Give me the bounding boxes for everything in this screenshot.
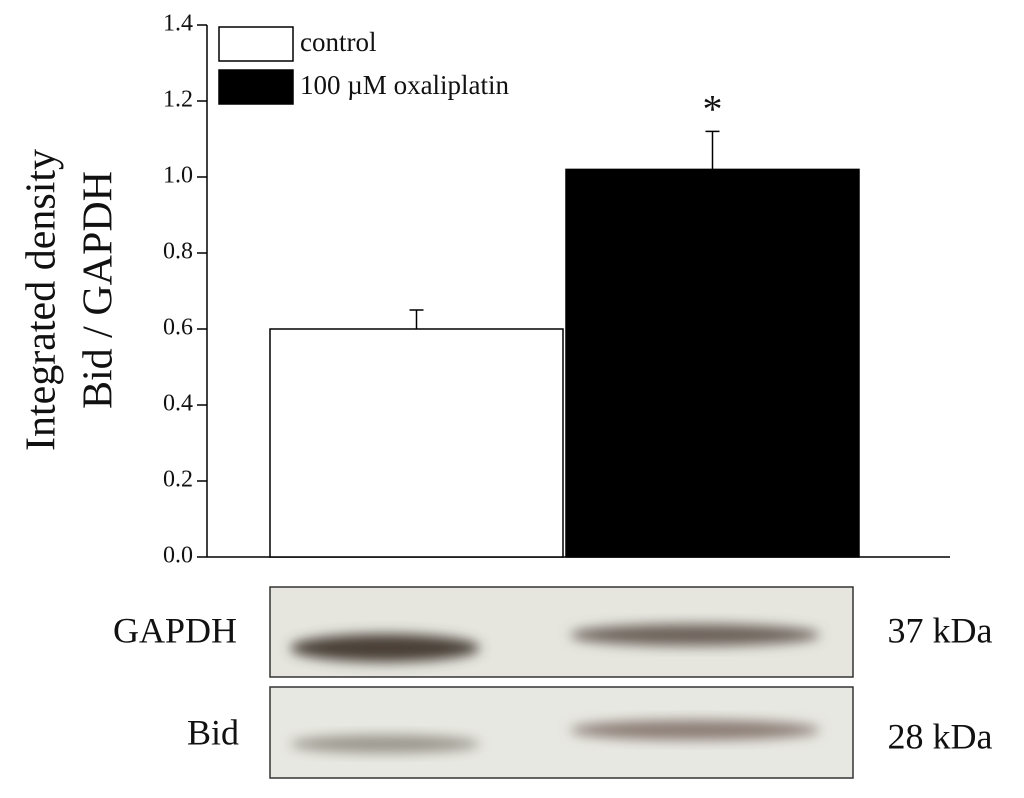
y-tick-label: 1.0 (163, 163, 193, 189)
blot-label: GAPDH (113, 610, 237, 650)
annotation: * (703, 87, 723, 132)
y-tick-label: 0.8 (163, 239, 193, 265)
y-tick-label: 0.4 (163, 391, 193, 417)
legend-label: 100 µM oxaliplatin (300, 70, 510, 100)
y-tick-label: 0.2 (163, 467, 193, 493)
blot-label: Bid (187, 712, 239, 752)
blot-gapdh (269, 586, 854, 678)
legend-label: control (300, 27, 376, 57)
bar (269, 328, 564, 558)
legend-swatch (218, 26, 294, 62)
y-axis-label: Integrated density (19, 149, 65, 451)
bar (565, 168, 860, 558)
blot-bid (269, 686, 854, 779)
y-tick-label: 1.4 (163, 11, 193, 37)
blot-size: 28 kDa (888, 716, 993, 756)
legend-swatch (218, 69, 294, 105)
y-tick-label: 0.0 (163, 543, 193, 569)
y-tick-label: 1.2 (163, 87, 193, 113)
y-tick-label: 0.6 (163, 315, 193, 341)
y-axis-label: Bid / GAPDH (76, 171, 122, 409)
blot-size: 37 kDa (888, 610, 993, 650)
